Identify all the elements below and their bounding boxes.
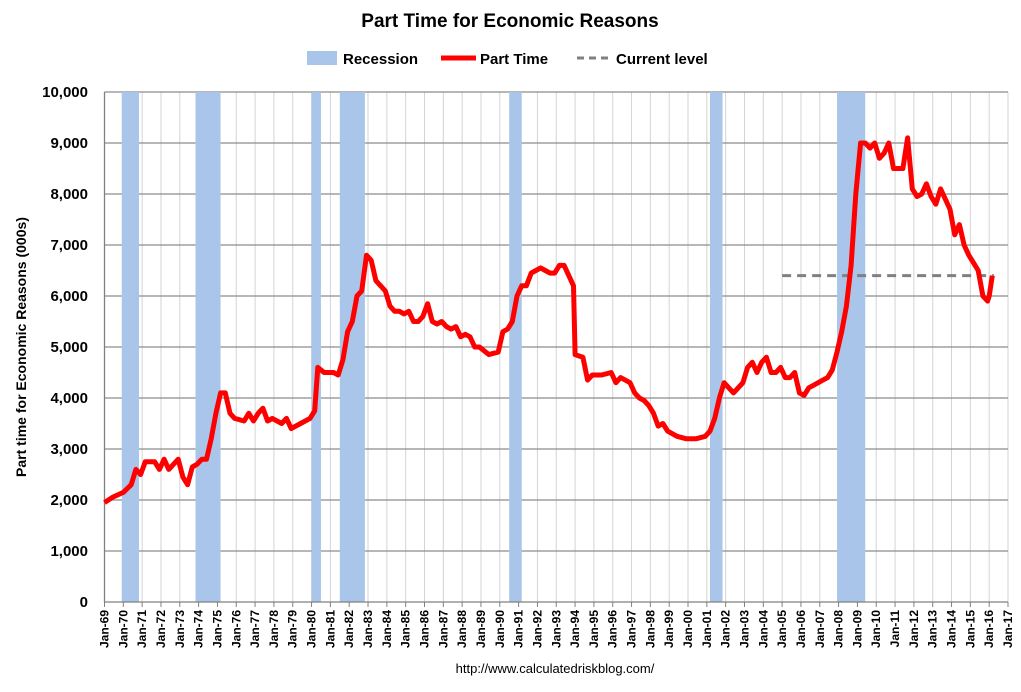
x-tick-label: Jan-76 (229, 610, 243, 648)
x-tick-label: Jan-77 (248, 610, 262, 648)
x-tick-label: Jan-99 (662, 610, 676, 648)
x-tick-label: Jan-81 (323, 610, 337, 648)
x-tick-label: Jan-09 (850, 610, 864, 648)
x-tick-label: Jan-08 (832, 610, 846, 648)
recession-band (709, 92, 723, 602)
x-tick-label: Jan-84 (380, 610, 394, 648)
x-tick-label: Jan-95 (587, 610, 601, 648)
recession-band (121, 92, 140, 602)
y-tick-label: 7,000 (50, 237, 88, 254)
x-tick-label: Jan-70 (116, 610, 130, 648)
recession-band (195, 92, 221, 602)
y-tick-label: 10,000 (42, 84, 88, 101)
x-tick-label: Jan-80 (305, 610, 319, 648)
x-tick-label: Jan-74 (192, 610, 206, 648)
x-tick-label: Jan-90 (493, 610, 507, 648)
recession-band (509, 92, 522, 602)
legend-label: Part Time (480, 51, 548, 68)
x-tick-label: Jan-87 (436, 610, 450, 648)
x-tick-label: Jan-14 (945, 610, 959, 648)
x-tick-label: Jan-83 (361, 610, 375, 648)
x-tick-label: Jan-69 (98, 610, 112, 648)
y-tick-label: 8,000 (50, 186, 88, 203)
x-tick-label: Jan-97 (625, 610, 639, 648)
x-tick-label: Jan-06 (794, 610, 808, 648)
legend: Recession Part Time Current level (307, 51, 708, 68)
x-tick-label: Jan-10 (869, 610, 883, 648)
x-tick-label: Jan-17 (1001, 610, 1015, 648)
x-tick-label: Jan-01 (700, 610, 714, 648)
y-tick-label: 3,000 (50, 441, 88, 458)
legend-label: Recession (343, 51, 418, 68)
legend-swatch-recession (307, 51, 337, 65)
grid (104, 91, 1009, 602)
x-tick-label: Jan-91 (512, 610, 526, 648)
x-tick-label: Jan-86 (417, 610, 431, 648)
recession-band (311, 92, 321, 602)
y-tick-label: 4,000 (50, 390, 88, 407)
x-tick-label: Jan-79 (286, 610, 300, 648)
x-tick-label: Jan-07 (813, 610, 827, 648)
x-tick-label: Jan-12 (907, 610, 921, 648)
x-tick-label: Jan-05 (775, 610, 789, 648)
recession-bands (121, 92, 866, 602)
x-tick-label: Jan-85 (399, 610, 413, 648)
x-tick-label: Jan-98 (643, 610, 657, 648)
y-tick-label: 9,000 (50, 135, 88, 152)
y-axis-label: Part time for Economic Reasons (000s) (13, 217, 29, 477)
x-tick-label: Jan-15 (963, 610, 977, 648)
y-tick-label: 0 (80, 594, 88, 611)
y-tick-label: 6,000 (50, 288, 88, 305)
x-tick-label: Jan-02 (719, 610, 733, 648)
x-tick-label: Jan-88 (455, 610, 469, 648)
x-tick-label: Jan-13 (926, 610, 940, 648)
x-tick-label: Jan-04 (756, 610, 770, 648)
x-tick-label: Jan-89 (474, 610, 488, 648)
x-tick-label: Jan-82 (342, 610, 356, 648)
x-tick-label: Jan-78 (267, 610, 281, 648)
x-tick-label: Jan-72 (154, 610, 168, 648)
x-tick-label: Jan-03 (737, 610, 751, 648)
y-tick-label: 5,000 (50, 339, 88, 356)
axes: Jan-69 Jan-70 Jan-71 Jan-72 Jan-73 Jan-74 Jan-… (42, 84, 1015, 648)
source-url: http://www.calculatedriskblog.com/ (456, 661, 655, 676)
y-tick-label: 1,000 (50, 543, 88, 560)
x-tick-label: Jan-00 (681, 610, 695, 648)
x-tick-label: Jan-73 (173, 610, 187, 648)
x-tick-label: Jan-92 (530, 610, 544, 648)
series-line-part-time (103, 135, 995, 505)
x-tick-label: Jan-75 (210, 610, 224, 648)
x-tick-label: Jan-71 (135, 610, 149, 648)
x-tick-label: Jan-11 (888, 610, 902, 648)
x-tick-label: Jan-96 (606, 610, 620, 648)
legend-label: Current level (616, 51, 708, 68)
x-tick-label: Jan-93 (549, 610, 563, 648)
x-tick-label: Jan-94 (568, 610, 582, 648)
recession-band (837, 92, 866, 602)
chart-title: Part Time for Economic Reasons (361, 11, 658, 32)
x-tick-label: Jan-16 (982, 610, 996, 648)
y-tick-label: 2,000 (50, 492, 88, 509)
